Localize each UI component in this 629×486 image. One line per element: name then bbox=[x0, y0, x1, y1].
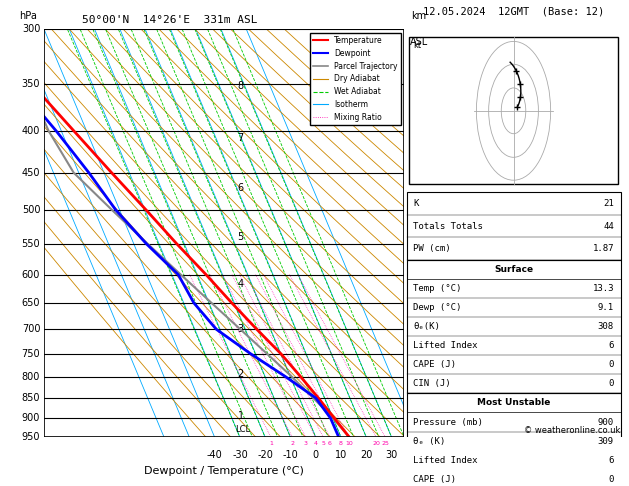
Text: 0: 0 bbox=[609, 380, 614, 388]
Text: 7: 7 bbox=[238, 133, 243, 143]
Bar bbox=[406, 260, 621, 393]
Text: 350: 350 bbox=[22, 79, 40, 89]
Text: 20: 20 bbox=[372, 441, 380, 447]
Text: 12.05.2024  12GMT  (Base: 12): 12.05.2024 12GMT (Base: 12) bbox=[423, 7, 604, 17]
Text: 308: 308 bbox=[598, 322, 614, 331]
Text: θₑ(K): θₑ(K) bbox=[413, 322, 440, 331]
Text: hPa: hPa bbox=[19, 11, 36, 21]
Text: 13.3: 13.3 bbox=[593, 284, 614, 293]
Text: K: K bbox=[413, 199, 418, 208]
Text: 900: 900 bbox=[598, 417, 614, 427]
Text: Lifted Index: Lifted Index bbox=[413, 456, 477, 465]
Text: 9.1: 9.1 bbox=[598, 303, 614, 312]
Text: ASL: ASL bbox=[409, 37, 428, 47]
Text: 0: 0 bbox=[609, 360, 614, 369]
Text: 10: 10 bbox=[345, 441, 353, 447]
Text: 800: 800 bbox=[22, 371, 40, 382]
Text: 25: 25 bbox=[381, 441, 389, 447]
Text: 4: 4 bbox=[314, 441, 318, 447]
Text: 20: 20 bbox=[360, 450, 372, 460]
Text: CAPE (J): CAPE (J) bbox=[413, 360, 456, 369]
Text: km: km bbox=[411, 11, 426, 21]
Text: CAPE (J): CAPE (J) bbox=[413, 475, 456, 484]
Text: 5: 5 bbox=[238, 232, 243, 243]
Text: 10: 10 bbox=[335, 450, 347, 460]
Text: 0: 0 bbox=[313, 450, 319, 460]
Text: 6: 6 bbox=[609, 341, 614, 350]
Text: 50°00'N  14°26'E  331m ASL: 50°00'N 14°26'E 331m ASL bbox=[82, 15, 258, 25]
Text: Totals Totals: Totals Totals bbox=[413, 222, 483, 231]
Text: 950: 950 bbox=[22, 433, 40, 442]
Text: 5: 5 bbox=[321, 441, 325, 447]
Text: 1.87: 1.87 bbox=[593, 244, 614, 253]
Text: -30: -30 bbox=[232, 450, 248, 460]
Text: 2: 2 bbox=[291, 441, 294, 447]
Bar bbox=[406, 393, 621, 486]
Text: 550: 550 bbox=[21, 239, 40, 249]
Text: 8: 8 bbox=[338, 441, 342, 447]
Text: 44: 44 bbox=[603, 222, 614, 231]
Text: 500: 500 bbox=[22, 205, 40, 215]
Bar bbox=[406, 192, 621, 260]
Text: 8: 8 bbox=[238, 81, 243, 91]
Text: 600: 600 bbox=[22, 270, 40, 279]
Text: 3: 3 bbox=[238, 324, 243, 334]
Text: 6: 6 bbox=[609, 456, 614, 465]
Text: 4: 4 bbox=[238, 279, 243, 289]
Text: 6: 6 bbox=[328, 441, 332, 447]
Text: 6: 6 bbox=[238, 183, 243, 193]
Text: 850: 850 bbox=[22, 393, 40, 403]
Text: CIN (J): CIN (J) bbox=[413, 380, 451, 388]
Text: Dewp (°C): Dewp (°C) bbox=[413, 303, 462, 312]
Text: Temp (°C): Temp (°C) bbox=[413, 284, 462, 293]
Text: 0: 0 bbox=[609, 475, 614, 484]
Legend: Temperature, Dewpoint, Parcel Trajectory, Dry Adiabat, Wet Adiabat, Isotherm, Mi: Temperature, Dewpoint, Parcel Trajectory… bbox=[309, 33, 401, 125]
Text: 309: 309 bbox=[598, 436, 614, 446]
Text: LCL: LCL bbox=[236, 425, 251, 434]
Text: -40: -40 bbox=[207, 450, 223, 460]
Text: 900: 900 bbox=[22, 413, 40, 423]
Text: 21: 21 bbox=[603, 199, 614, 208]
Text: © weatheronline.co.uk: © weatheronline.co.uk bbox=[524, 426, 621, 435]
Text: 700: 700 bbox=[22, 324, 40, 334]
Bar bbox=[409, 37, 618, 184]
Text: 750: 750 bbox=[21, 348, 40, 359]
Text: 300: 300 bbox=[22, 24, 40, 34]
Text: 30: 30 bbox=[386, 450, 398, 460]
Text: -20: -20 bbox=[257, 450, 273, 460]
Text: Lifted Index: Lifted Index bbox=[413, 341, 477, 350]
Text: 2: 2 bbox=[238, 369, 243, 379]
Text: kt: kt bbox=[413, 41, 421, 51]
Text: θₑ (K): θₑ (K) bbox=[413, 436, 445, 446]
Text: Pressure (mb): Pressure (mb) bbox=[413, 417, 483, 427]
Text: PW (cm): PW (cm) bbox=[413, 244, 451, 253]
Text: Most Unstable: Most Unstable bbox=[477, 399, 550, 407]
Text: 650: 650 bbox=[22, 298, 40, 308]
Text: 450: 450 bbox=[22, 168, 40, 178]
Text: 1: 1 bbox=[238, 411, 243, 421]
Text: 400: 400 bbox=[22, 126, 40, 136]
Text: -10: -10 bbox=[282, 450, 298, 460]
Text: 1: 1 bbox=[269, 441, 273, 447]
Text: Surface: Surface bbox=[494, 265, 533, 274]
Text: Dewpoint / Temperature (°C): Dewpoint / Temperature (°C) bbox=[144, 466, 304, 476]
Text: 3: 3 bbox=[304, 441, 308, 447]
